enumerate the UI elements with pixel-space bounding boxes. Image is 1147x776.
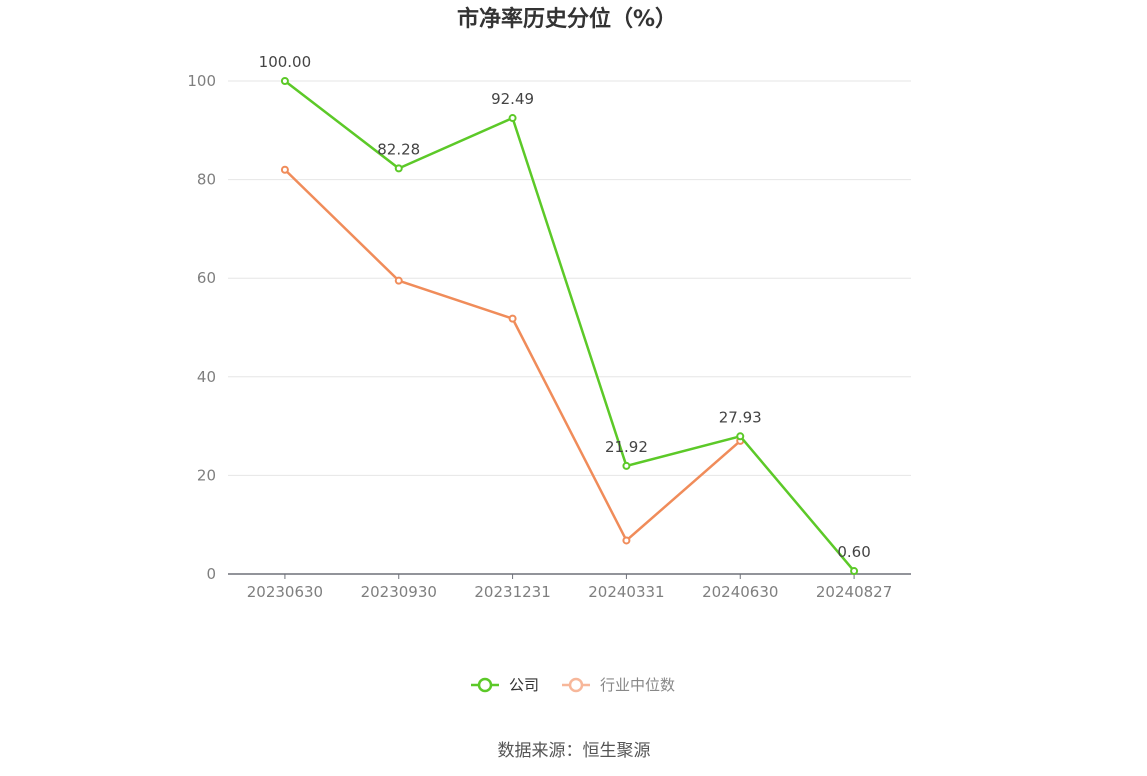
legend-item-0[interactable]: 公司 <box>471 676 539 694</box>
grid <box>228 80 911 476</box>
data-label: 0.60 <box>837 543 870 561</box>
x-tick-label: 20240630 <box>702 583 778 601</box>
x-tick-label: 20240827 <box>816 583 892 601</box>
data-label: 21.92 <box>605 438 648 456</box>
legend-label: 行业中位数 <box>600 676 675 694</box>
series-line-1 <box>284 168 742 542</box>
data-label: 82.28 <box>377 140 420 158</box>
data-point[interactable] <box>508 114 517 123</box>
x-tick-label: 20231231 <box>474 583 550 601</box>
y-tick-label: 100 <box>187 72 216 90</box>
data-point[interactable] <box>736 432 745 441</box>
legend-item-1[interactable]: 行业中位数 <box>562 676 675 694</box>
data-label: 92.49 <box>491 90 534 108</box>
series-line-0 <box>284 80 856 572</box>
x-tick-label: 20230930 <box>361 583 437 601</box>
y-tick-label: 0 <box>206 565 216 583</box>
data-point[interactable] <box>394 164 403 173</box>
legend[interactable]: 公司 行业中位数 <box>471 676 675 694</box>
data-point[interactable] <box>850 567 859 576</box>
y-tick-label: 60 <box>197 269 216 287</box>
legend-marker <box>477 677 493 693</box>
data-point[interactable] <box>280 77 289 85</box>
y-axis: 0 20 40 60 80 100 <box>187 72 216 583</box>
x-axis: 20230630 20230930 20231231 20240331 20240630… <box>228 573 911 601</box>
data-point[interactable] <box>280 165 289 174</box>
data-label: 100.00 <box>259 53 312 71</box>
data-source: 数据来源：恒生聚源 <box>498 741 651 761</box>
data-labels: 100.00 82.28 92.49 21.92 27.93 0.60 <box>259 53 871 561</box>
y-tick-label: 80 <box>197 171 216 189</box>
data-point[interactable] <box>622 536 631 545</box>
legend-marker <box>568 677 584 693</box>
plot-area <box>280 77 859 576</box>
x-tick-label: 20240331 <box>588 583 664 601</box>
data-label: 27.93 <box>719 408 762 426</box>
y-tick-label: 40 <box>197 368 216 386</box>
y-tick-label: 20 <box>197 466 216 484</box>
data-point[interactable] <box>394 276 403 285</box>
x-tick-label: 20230630 <box>247 583 323 601</box>
chart-title: 市净率历史分位（%） <box>457 6 677 32</box>
data-point[interactable] <box>622 461 631 470</box>
data-point[interactable] <box>508 314 517 323</box>
legend-label: 公司 <box>509 676 539 694</box>
